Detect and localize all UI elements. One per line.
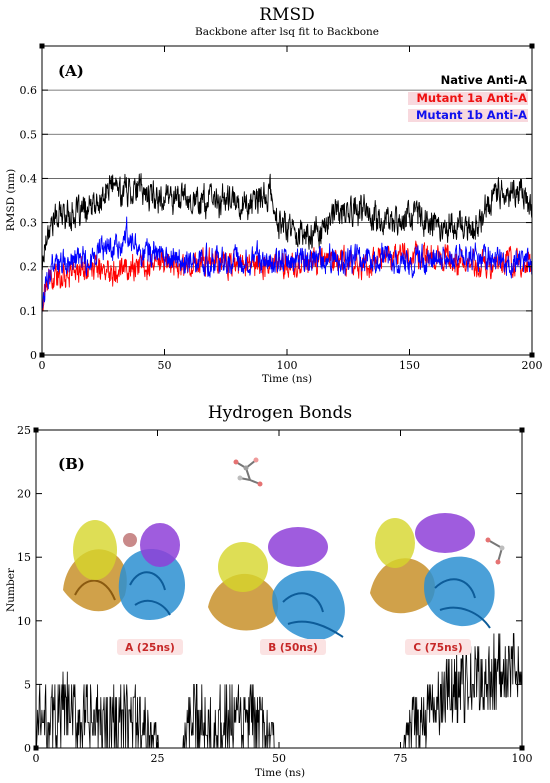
rmsd-legend: Native Anti-A Mutant 1a Anti-A Mutant 1b…	[408, 73, 528, 122]
snapshot-c-ligand	[485, 537, 505, 565]
legend-mutant-1a: Mutant 1a Anti-A	[416, 91, 527, 105]
hbond-axis-ticks: 0 25 50 75 100 0 5 10 15 20 25	[17, 424, 533, 765]
hbond-y-tick-label: 20	[17, 488, 31, 501]
rmsd-title: RMSD	[259, 5, 314, 25]
snapshot-b-illustration	[208, 527, 345, 641]
hbond-x-tick-label: 75	[394, 752, 408, 765]
rmsd-panel-label: (A)	[58, 62, 84, 80]
hbond-x-tick-label: 50	[272, 752, 286, 765]
rmsd-y-tick-label: 0.4	[20, 172, 38, 185]
hbond-corner-marker	[33, 745, 39, 751]
snapshot-b-label: B (50ns)	[268, 642, 318, 654]
hbond-corner-marker	[519, 745, 525, 751]
rmsd-x-tick-label: 150	[399, 359, 420, 372]
rmsd-series-line-1	[42, 240, 532, 312]
snapshot-c-label-bg	[405, 639, 471, 655]
rmsd-x-axis-label: Time (ns)	[262, 373, 312, 385]
rmsd-axis-ticks: 0 50 100 150 200 0 0.1 0.2 0.3 0.4 0.5 0.6	[20, 43, 543, 372]
snapshot-c-label: C (75ns)	[413, 642, 462, 654]
hbond-y-axis-label: Number	[5, 567, 17, 612]
legend-mutant-1b: Mutant 1b Anti-A	[416, 108, 527, 122]
rmsd-chart: RMSD Backbone after lsq fit to Backbone …	[5, 5, 543, 385]
hbond-y-tick-label: 0	[24, 742, 31, 755]
snapshot-a-label: A (25ns)	[125, 642, 175, 654]
legend-native: Native Anti-A	[441, 73, 527, 87]
rmsd-corner-marker	[39, 43, 45, 49]
snapshot-a-label-bg	[117, 639, 183, 655]
hbond-series-group	[36, 633, 522, 748]
hbond-x-tick-label: 25	[151, 752, 165, 765]
snapshot-c-illustration	[370, 513, 505, 629]
rmsd-x-tick-label: 200	[522, 359, 543, 372]
ligand-molecule-illustration	[233, 457, 263, 487]
hbond-corner-marker	[33, 427, 39, 433]
rmsd-y-tick-label: 0.6	[20, 84, 38, 97]
hbond-x-axis-label: Time (ns)	[255, 767, 305, 779]
hbond-x-tick-label: 100	[512, 752, 533, 765]
hbond-y-tick-label: 10	[17, 615, 31, 628]
rmsd-y-tick-label: 0	[30, 349, 37, 362]
hbond-y-tick-label: 5	[24, 678, 31, 691]
rmsd-y-tick-label: 0.2	[20, 261, 38, 274]
rmsd-series-line-2	[42, 216, 532, 317]
rmsd-y-tick-label: 0.1	[20, 305, 38, 318]
snapshot-b-label-bg	[260, 639, 326, 655]
rmsd-y-tick-label: 0.5	[20, 128, 38, 141]
snapshot-a-illustration	[63, 520, 186, 620]
rmsd-x-tick-label: 0	[39, 359, 46, 372]
rmsd-y-tick-label: 0.3	[20, 217, 38, 230]
rmsd-corner-marker	[529, 43, 535, 49]
hbond-title: Hydrogen Bonds	[208, 403, 352, 423]
rmsd-series-group	[42, 173, 532, 317]
rmsd-corner-marker	[39, 352, 45, 358]
legend-highlight-1b	[408, 109, 528, 122]
hbond-x-tick-label: 0	[33, 752, 40, 765]
hbond-y-tick-label: 15	[17, 551, 31, 564]
hbond-corner-marker	[519, 427, 525, 433]
hbond-y-tick-label: 25	[17, 424, 31, 437]
rmsd-subtitle: Backbone after lsq fit to Backbone	[195, 26, 379, 38]
hbond-series-line	[36, 633, 522, 748]
legend-highlight-1a	[408, 92, 528, 105]
rmsd-x-tick-label: 50	[158, 359, 172, 372]
rmsd-series-line-0	[42, 173, 532, 271]
rmsd-x-tick-label: 100	[277, 359, 298, 372]
hbond-panel-label: (B)	[58, 455, 85, 473]
rmsd-corner-marker	[529, 352, 535, 358]
rmsd-y-axis-label: RMSD (nm)	[5, 169, 17, 232]
